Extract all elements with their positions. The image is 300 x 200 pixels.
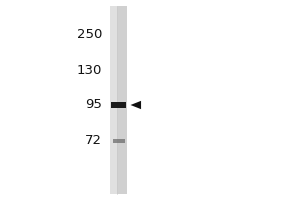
Polygon shape [130,101,141,109]
Text: 72: 72 [85,134,102,148]
Text: 95: 95 [85,98,102,112]
Bar [111,102,126,108]
Bar [112,139,124,143]
Text: 250: 250 [76,27,102,40]
Bar [118,6,127,194]
Text: 130: 130 [76,64,102,76]
Bar [110,6,118,194]
